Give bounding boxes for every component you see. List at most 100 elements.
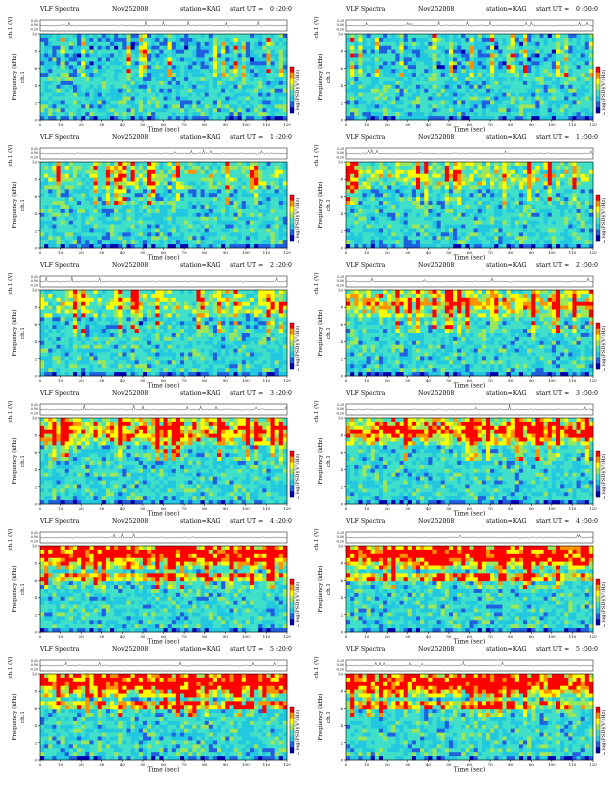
heatmap-cell: [378, 162, 384, 167]
heatmap-cell: [72, 201, 78, 206]
heatmap-cell: [428, 88, 433, 93]
heatmap-cell: [547, 88, 553, 93]
heatmap-cell: [378, 57, 384, 62]
heatmap-cell: [457, 88, 462, 93]
heatmap-cell: [346, 80, 351, 86]
heatmap-cell: [270, 232, 275, 237]
heatmap-cell: [245, 88, 251, 93]
heatmap-cell: [212, 61, 218, 66]
heatmap-cell: [155, 220, 160, 225]
heatmap-cell: [229, 236, 234, 241]
heatmap-cell: [196, 77, 201, 82]
heatmap-cell: [40, 224, 45, 229]
heatmap-cell: [387, 197, 392, 202]
heatmap-cell: [551, 177, 557, 182]
heatmap-cell: [274, 92, 280, 97]
heatmap-cell: [274, 228, 280, 233]
heatmap-cell: [52, 61, 57, 66]
heatmap-cell: [151, 224, 156, 229]
heatmap-cell: [212, 205, 218, 210]
heatmap-cell: [134, 49, 140, 54]
heatmap-cell: [560, 169, 565, 175]
heatmap-cell: [346, 92, 351, 97]
heatmap-cell: [278, 49, 284, 54]
heatmap-cell: [249, 100, 255, 105]
heatmap-cell: [547, 53, 553, 58]
heatmap-cell: [237, 240, 243, 245]
heatmap-cell: [48, 49, 53, 54]
heatmap-cell: [266, 65, 271, 70]
heatmap-cell: [130, 116, 135, 121]
heatmap-cell: [249, 112, 255, 117]
heatmap-cell: [85, 88, 90, 93]
heatmap-cell: [278, 45, 284, 50]
heatmap-cell: [436, 165, 441, 171]
heatmap-cell: [56, 228, 61, 233]
heatmap-cell: [407, 92, 413, 97]
heatmap-cell: [407, 201, 413, 206]
heatmap-cell: [270, 69, 275, 74]
heatmap-cell: [490, 201, 495, 206]
heatmap-cell: [461, 41, 466, 47]
heatmap-cell: [163, 84, 168, 90]
heatmap-cell: [444, 49, 450, 54]
colorbar-swatch: [290, 90, 294, 96]
heatmap-cell: [93, 34, 98, 39]
heatmap-cell: [109, 69, 115, 74]
heatmap-cell: [523, 169, 528, 175]
heatmap-cell: [208, 104, 214, 109]
heatmap-cell: [572, 162, 577, 167]
heatmap-cell: [420, 201, 425, 206]
panel-header: VLF Spectra Nov252008 station=KAG start UT …: [308, 133, 608, 143]
heatmap-cell: [258, 100, 263, 105]
heatmap-cell: [588, 108, 594, 113]
heatmap-cell: [588, 208, 594, 214]
heatmap-cell: [175, 92, 181, 97]
heatmap-cell: [254, 220, 259, 225]
heatmap-cell: [254, 53, 259, 58]
heatmap-cell: [64, 201, 70, 206]
heatmap-cell: [469, 181, 474, 186]
heatmap-cell: [270, 34, 275, 39]
heatmap-cell: [93, 61, 98, 66]
heatmap-cell: [391, 177, 396, 182]
heatmap-cell: [188, 73, 193, 78]
heatmap-cell: [130, 73, 135, 78]
heatmap-cell: [518, 177, 524, 182]
heatmap-cell: [151, 92, 156, 97]
heatmap-cell: [89, 181, 94, 186]
heatmap-cell: [465, 108, 470, 113]
heatmap-cell: [403, 84, 409, 90]
heatmap-cell: [200, 53, 205, 58]
heatmap-cell: [358, 53, 363, 58]
heatmap-cell: [576, 92, 581, 97]
heatmap-cell: [85, 73, 90, 78]
heatmap-cell: [560, 181, 565, 186]
heatmap-cell: [411, 57, 417, 62]
heatmap-cell: [494, 189, 499, 194]
heatmap-cell: [502, 116, 507, 121]
heatmap-cell: [560, 201, 565, 206]
heatmap-cell: [221, 92, 226, 97]
heatmap-cell: [407, 108, 413, 113]
heatmap-cell: [465, 208, 470, 214]
heatmap-cell: [580, 88, 586, 93]
heatmap-cell: [358, 92, 363, 97]
heatmap-cell: [44, 84, 49, 90]
heatmap-cell: [370, 185, 376, 190]
heatmap-cell: [118, 108, 123, 113]
heatmap-cell: [147, 108, 152, 113]
heatmap-cell: [270, 84, 275, 90]
heatmap-cell: [436, 61, 441, 66]
heatmap-cell: [568, 84, 573, 90]
heatmap-cell: [109, 205, 115, 210]
heatmap-cell: [89, 193, 94, 198]
heatmap-cell: [233, 45, 238, 50]
heatmap-cell: [374, 80, 380, 86]
heatmap-cell: [60, 88, 65, 93]
heatmap-cell: [68, 193, 74, 198]
heatmap-cell: [155, 77, 160, 82]
heatmap-cell: [233, 236, 238, 241]
heatmap-cell: [494, 205, 499, 210]
heatmap-cell: [572, 177, 577, 182]
